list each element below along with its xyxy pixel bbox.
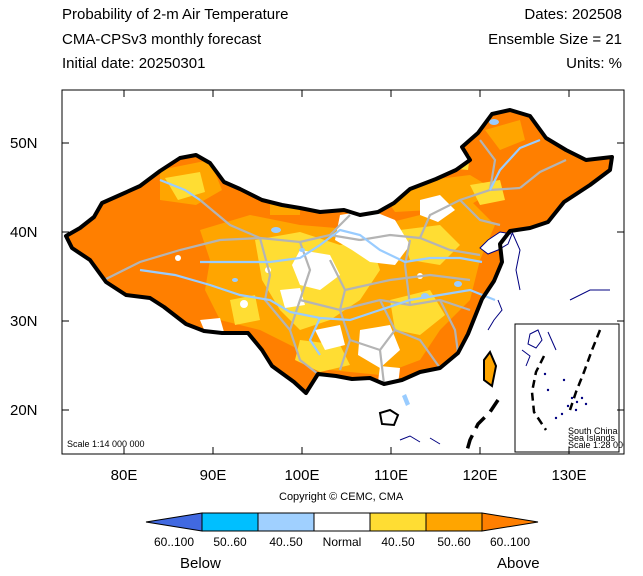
- colorbar-swatch-6: [481, 512, 539, 532]
- initial-date: Initial date: 20250301: [62, 55, 206, 72]
- colorbar-label-below-40-50: 40..50: [269, 535, 303, 549]
- lat-label-40n: 40N: [10, 224, 38, 241]
- colorbar-swatch-5: [425, 512, 483, 532]
- south-china-sea-inset: South China Sea Islands Scale 1:28 000 0…: [514, 323, 643, 453]
- lon-label-130e: 130E: [551, 467, 586, 484]
- chart-title: Probability of 2-m Air Temperature: [62, 6, 289, 23]
- inset-label-line1: South China: [568, 426, 618, 436]
- hainan-island: [378, 408, 400, 427]
- main-scale-label: Scale 1:14 000 000: [67, 439, 145, 449]
- ensemble-size: Ensemble Size = 21: [488, 31, 622, 48]
- model-name: CMA-CPSv3 monthly forecast: [62, 31, 262, 48]
- forecast-dates: Dates: 202508: [524, 6, 622, 23]
- province-boundaries: [103, 139, 567, 385]
- lat-ticks: [62, 142, 624, 411]
- inset-label-line2: Sea Islands: [568, 433, 616, 443]
- lon-label-100e: 100E: [284, 467, 319, 484]
- colorbar-label-above-60-100: 60..100: [489, 535, 531, 549]
- colorbar-swatch-3: [313, 512, 371, 532]
- colorbar-label-above-50-60: 50..60: [437, 535, 471, 549]
- colorbar-swatch-4: [369, 512, 427, 532]
- below-label: Below: [180, 555, 221, 572]
- lon-label-80e: 80E: [111, 467, 138, 484]
- lakes: [232, 119, 499, 406]
- colorbar-label-below-50-60: 50..60: [213, 535, 247, 549]
- colorbar: [145, 512, 539, 532]
- taiwan-island: [483, 350, 498, 388]
- colorbar-label-above-40-50: 40..50: [381, 535, 415, 549]
- lat-label-50n: 50N: [10, 135, 38, 152]
- colorbar-swatch-0: [145, 512, 203, 532]
- lon-ticks: [123, 90, 570, 454]
- colorbar-swatch-1: [201, 512, 259, 532]
- above-label: Above: [497, 555, 540, 572]
- rivers: [139, 138, 541, 356]
- map-frame: [61, 89, 625, 455]
- lat-label-20n: 20N: [10, 402, 38, 419]
- inset-scale-label: Scale 1:28 000 000: [568, 440, 643, 450]
- units-label: Units: %: [566, 55, 622, 72]
- lat-label-30n: 30N: [10, 313, 38, 330]
- maritime-boundary: [464, 399, 500, 454]
- lon-label-110e: 110E: [374, 467, 408, 484]
- colorbar-swatch-2: [257, 512, 315, 532]
- colorbar-label-below-60-100: 60..100: [153, 535, 195, 549]
- lon-label-120e: 120E: [462, 467, 497, 484]
- lon-label-90e: 90E: [200, 467, 227, 484]
- colorbar-label-normal: Normal: [322, 535, 362, 549]
- copyright-note: Copyright © CEMC, CMA: [279, 491, 404, 503]
- neighbor-coastlines: [399, 231, 610, 445]
